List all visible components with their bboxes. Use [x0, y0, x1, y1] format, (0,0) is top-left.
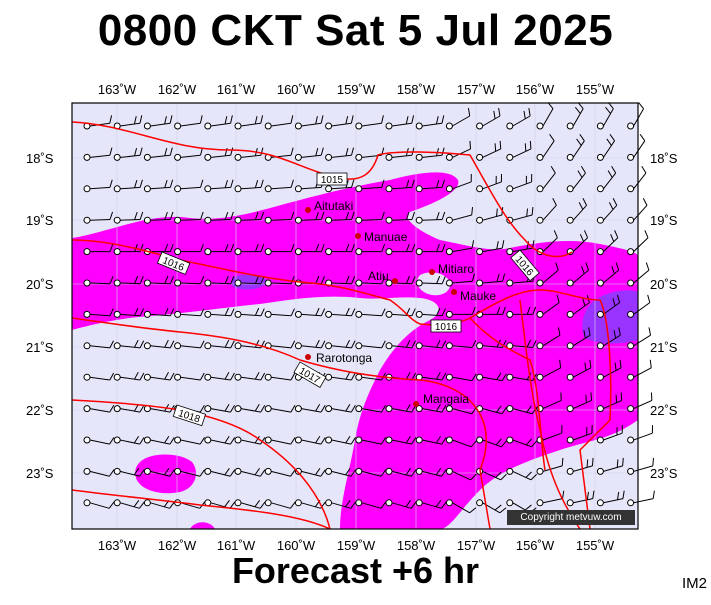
- place-label: Manuae: [364, 230, 408, 244]
- latitude-label: 19˚S: [650, 213, 678, 228]
- latitude-label: 23˚S: [26, 466, 54, 481]
- place-label: Aitutaki: [314, 199, 353, 213]
- latitude-label: 20˚S: [26, 277, 54, 292]
- latitude-label: 19˚S: [26, 213, 54, 228]
- latitude-label: 18˚S: [26, 151, 54, 166]
- island-marker: [305, 354, 311, 360]
- copyright-notice: Copyright metvuw.com: [507, 510, 635, 525]
- place-label: Atiu: [368, 269, 389, 283]
- latitude-label: 21˚S: [26, 340, 54, 355]
- longitude-label: 163˚W: [98, 82, 137, 97]
- longitude-label: 160˚W: [277, 82, 316, 97]
- latitude-label: 22˚S: [26, 403, 54, 418]
- latitude-label: 21˚S: [650, 340, 678, 355]
- map-code: IM2: [682, 575, 707, 592]
- latitude-label: 23˚S: [650, 466, 678, 481]
- island-marker: [305, 207, 311, 213]
- longitude-label: 155˚W: [576, 82, 615, 97]
- island-marker: [429, 269, 435, 275]
- place-label: Mangaia: [423, 392, 469, 406]
- longitude-label: 157˚W: [457, 82, 496, 97]
- longitude-label: 162˚W: [158, 82, 197, 97]
- place-label: Mitiaro: [438, 262, 474, 276]
- isobar-label: 1015: [321, 175, 344, 186]
- place-label: Rarotonga: [316, 351, 372, 365]
- island-marker: [413, 401, 419, 407]
- place-label: Mauke: [460, 289, 496, 303]
- latitude-label: 20˚S: [650, 277, 678, 292]
- longitude-label: 156˚W: [516, 82, 555, 97]
- longitude-label: 159˚W: [337, 82, 376, 97]
- latitude-label: 22˚S: [650, 403, 678, 418]
- forecast-label: Forecast +6 hr: [0, 550, 711, 592]
- isobar-label: 1016: [435, 322, 458, 333]
- latitude-label: 18˚S: [650, 151, 678, 166]
- island-marker: [392, 278, 398, 284]
- longitude-label: 158˚W: [397, 82, 436, 97]
- island-marker: [355, 233, 361, 239]
- longitude-label: 161˚W: [217, 82, 256, 97]
- island-marker: [451, 289, 457, 295]
